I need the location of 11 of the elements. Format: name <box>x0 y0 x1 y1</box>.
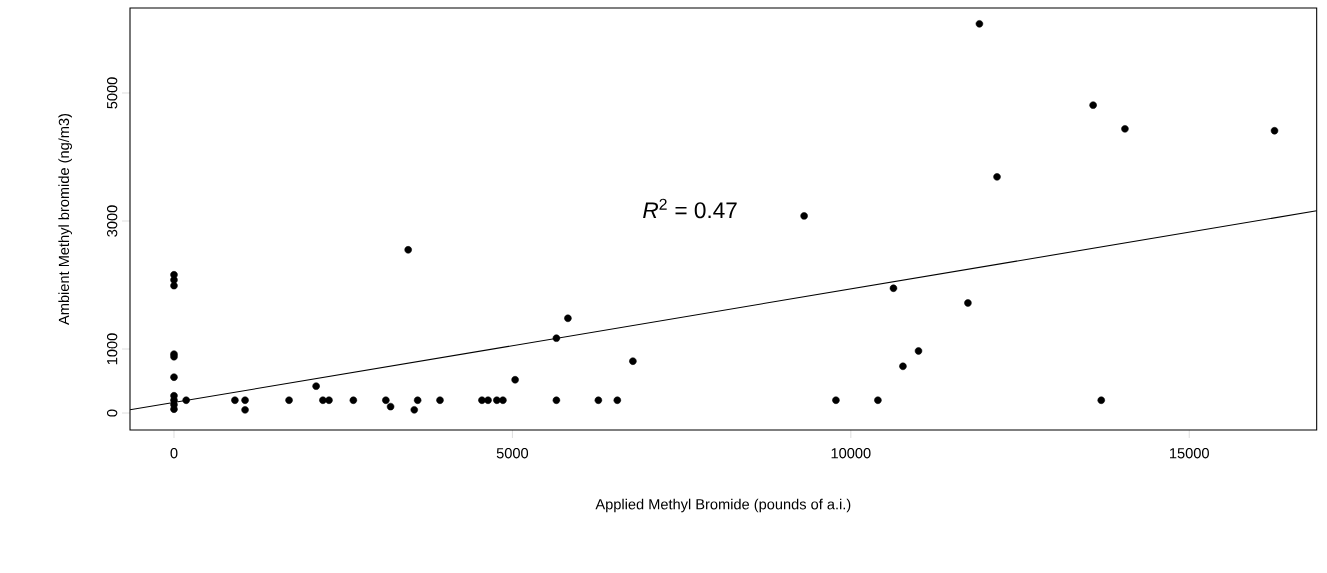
y-axis-title: Ambient Methyl bromide (ng/m3) <box>58 113 72 325</box>
y-tick-label: 3000 <box>106 205 118 237</box>
x-tick-label: 15000 <box>1170 448 1209 459</box>
x-axis-title: Applied Methyl Bromide (pounds of a.i.) <box>595 498 851 513</box>
y-tick-label: 5000 <box>106 77 118 109</box>
y-tick-label: 0 <box>106 409 118 417</box>
x-tick-label: 10000 <box>831 448 871 459</box>
x-tick-label: 0 <box>170 448 178 459</box>
x-tick-label: 5000 <box>496 448 529 459</box>
annotation: R$^{2}$ = 0.47 <box>643 198 737 219</box>
y-tick-label: 1000 <box>106 333 118 365</box>
